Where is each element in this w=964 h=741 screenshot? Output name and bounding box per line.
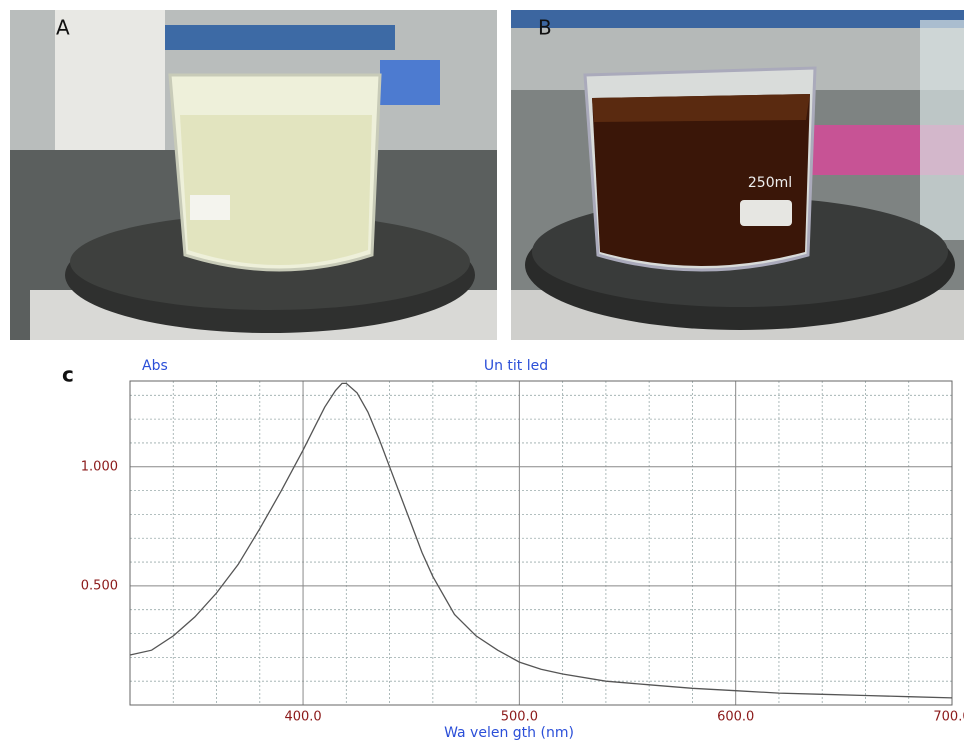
beaker-marking: 250ml xyxy=(748,175,792,191)
spectrum-line xyxy=(130,383,952,698)
x-tick-label: 600.0 xyxy=(717,710,754,725)
panel-label: B xyxy=(538,16,552,40)
chart-title: Un tit led xyxy=(484,358,548,374)
plot-frame xyxy=(130,381,952,705)
y-axis-label: Abs xyxy=(142,358,168,374)
panel-label: c xyxy=(62,363,74,387)
y-tick-label: 0.500 xyxy=(81,578,118,593)
panel-label: A xyxy=(56,16,70,40)
x-tick-label: 700.0 xyxy=(933,710,964,725)
plot-area: 400.0 500.0 600.0 700.0 0.500 1.000 xyxy=(81,381,964,725)
x-tick-label: 400.0 xyxy=(284,710,321,725)
x-tick-label: 500.0 xyxy=(501,710,538,725)
x-axis-label: Wa velen gth (nm) xyxy=(444,725,574,741)
photo-a: A xyxy=(10,10,497,340)
photo-b: 250ml B xyxy=(511,10,964,340)
y-tick-label: 1.000 xyxy=(81,459,118,474)
figure: A 250ml B c Abs Un tit led Wa velen gth … xyxy=(0,0,964,741)
